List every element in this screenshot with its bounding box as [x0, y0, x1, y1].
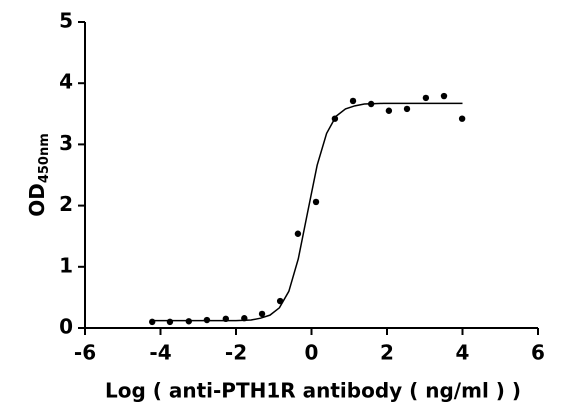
data-point — [385, 107, 393, 114]
data-point — [241, 315, 248, 322]
x-tick-label: -6 — [74, 341, 96, 365]
data-point — [294, 230, 302, 237]
x-tick-label: 0 — [305, 341, 319, 365]
y-tick-label: 0 — [59, 315, 73, 339]
data-point — [403, 105, 411, 113]
y-label-subscript: 450nm — [37, 133, 52, 183]
data-point — [458, 115, 466, 122]
data-point — [331, 115, 339, 122]
x-axis-label: Log ( anti-PTH1R antibody ( ng/ml ) ) — [105, 379, 521, 403]
data-point — [203, 316, 211, 324]
x-tick-label: -2 — [225, 341, 247, 365]
x-tick-label: -4 — [149, 341, 171, 365]
data-point — [258, 310, 266, 318]
x-tick-label: 6 — [531, 341, 545, 365]
y-tick-label: 3 — [59, 131, 73, 155]
y-label-main: OD — [25, 183, 49, 217]
y-axis-label-group: OD450nm — [25, 133, 52, 217]
data-point — [276, 297, 284, 305]
data-point — [166, 318, 174, 326]
y-tick-label: 4 — [59, 70, 73, 94]
data-point — [185, 318, 193, 325]
x-tick-label: 2 — [380, 341, 394, 365]
y-tick-label: 1 — [59, 253, 73, 277]
data-point — [148, 318, 156, 326]
fit-curve — [152, 102, 463, 322]
y-axis-label: OD450nm — [25, 133, 52, 217]
data-point — [422, 94, 430, 102]
data-point — [312, 198, 320, 206]
x-tick-label: 4 — [456, 341, 470, 365]
data-point — [440, 92, 448, 100]
data-point — [367, 100, 375, 108]
y-tick-label: 2 — [59, 192, 73, 216]
data-point — [349, 97, 357, 105]
data-point — [222, 315, 230, 323]
y-tick-label: 5 — [59, 9, 73, 33]
